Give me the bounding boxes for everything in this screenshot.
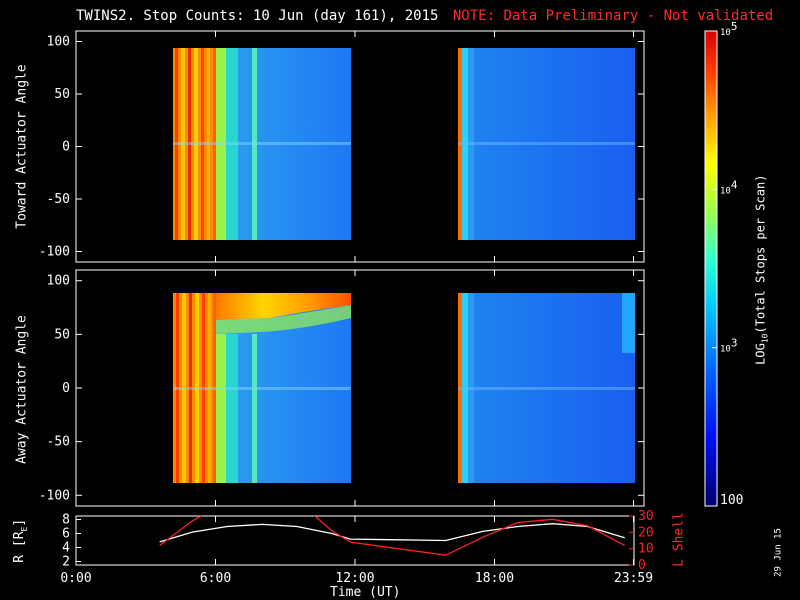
orbit-left-ytick-label: 8 bbox=[62, 513, 70, 528]
orbit-right-ytick-label: 30 bbox=[638, 509, 654, 524]
away-seg2-cyan-corner bbox=[622, 293, 635, 353]
lshell-series-line bbox=[159, 516, 626, 556]
xaxis-label: Time (UT) bbox=[330, 585, 401, 600]
toward-zero-line bbox=[173, 142, 351, 145]
colorbar-label-end: (Total Stops per Scan) bbox=[753, 174, 768, 334]
r-series-line bbox=[159, 523, 625, 543]
toward-panel: -100 -50 0 50 100 bbox=[39, 30, 645, 263]
away-ytick-label: -100 bbox=[39, 488, 70, 503]
away-ylabel: Away Actuator Angle bbox=[14, 315, 30, 464]
toward-ytick-label: 50 bbox=[54, 87, 70, 102]
orbit-left-ytick-label: 6 bbox=[62, 527, 70, 542]
orbit-right-ylabel: L Shell bbox=[671, 512, 687, 567]
away-transition-1 bbox=[216, 334, 226, 483]
toward-ylabel: Toward Actuator Angle bbox=[14, 64, 30, 229]
xtick-label: 18:00 bbox=[475, 571, 514, 586]
toward-x-ticks bbox=[75, 31, 635, 262]
toward-heatmap bbox=[173, 48, 635, 240]
colorbar-label-sub: 10 bbox=[760, 333, 770, 344]
orbit-left-ytick-label: 4 bbox=[62, 541, 70, 556]
toward-ytick-label: -50 bbox=[47, 192, 70, 207]
away-panel: -100 -50 0 50 100 bbox=[39, 269, 645, 507]
orbit-left-ylabel-main: R [R bbox=[12, 531, 28, 563]
orbit-left-ylabel: R [RE] bbox=[12, 511, 29, 571]
away-x-ticks bbox=[75, 270, 635, 506]
orbit-right-ytick-label: 20 bbox=[638, 525, 654, 540]
colorbar-gradient bbox=[705, 31, 717, 506]
colorbar-tick-label: 100 bbox=[720, 493, 743, 508]
colorbar-label-main: LOG bbox=[753, 343, 768, 365]
orbit-left-ytick-label: 2 bbox=[62, 555, 70, 570]
colorbar-tick-label: 104 bbox=[720, 178, 738, 196]
away-ytick-label: 100 bbox=[47, 274, 70, 289]
away-ytick-label: -50 bbox=[47, 435, 70, 450]
away-ytick-label: 50 bbox=[54, 327, 70, 342]
xtick-label: 12:00 bbox=[335, 571, 374, 586]
xtick-label: 6:00 bbox=[200, 571, 231, 586]
orbit-left-ylabel-end: ] bbox=[12, 518, 28, 527]
away-heatmap bbox=[173, 293, 635, 483]
away-y-axis: -100 -50 0 50 100 bbox=[39, 274, 644, 503]
colorbar-label: LOG10(Total Stops per Scan) bbox=[753, 120, 770, 420]
toward-seg2-zero-line bbox=[458, 142, 635, 145]
orbit-left-ylabel-sub: E bbox=[19, 526, 29, 532]
colorbar-ticks: 100 103 104 105 bbox=[712, 20, 743, 508]
date-stamp: 29 Jun 15 bbox=[773, 528, 784, 577]
chart-title: TWINS2. Stop Counts: 10 Jun (day 161), 2… bbox=[76, 8, 439, 24]
toward-ytick-label: -100 bbox=[39, 245, 70, 260]
xtick-label: 23:59 bbox=[614, 571, 653, 586]
colorbar: 100 103 104 105 bbox=[704, 20, 743, 508]
away-ytick-label: 0 bbox=[62, 381, 70, 396]
away-transition-2 bbox=[226, 334, 238, 483]
xtick-label: 0:00 bbox=[60, 571, 91, 586]
away-green-band bbox=[216, 305, 351, 334]
colorbar-tick-label: 105 bbox=[720, 20, 737, 38]
away-hot-band bbox=[216, 293, 351, 320]
away-band bbox=[252, 334, 257, 483]
toward-y-axis: -100 -50 0 50 100 bbox=[39, 35, 644, 260]
orbit-right-ytick-label: 0 bbox=[638, 558, 646, 573]
colorbar-tick-label: 103 bbox=[720, 337, 737, 355]
toward-ytick-label: 100 bbox=[47, 35, 70, 50]
away-seg2-zero-line bbox=[458, 387, 635, 390]
away-zero-line bbox=[173, 387, 351, 390]
orbit-right-ytick-label: 10 bbox=[638, 542, 654, 557]
toward-ytick-label: 0 bbox=[62, 140, 70, 155]
colorbar-frame bbox=[704, 30, 718, 507]
preliminary-note: NOTE: Data Preliminary - Not validated bbox=[452, 8, 774, 24]
